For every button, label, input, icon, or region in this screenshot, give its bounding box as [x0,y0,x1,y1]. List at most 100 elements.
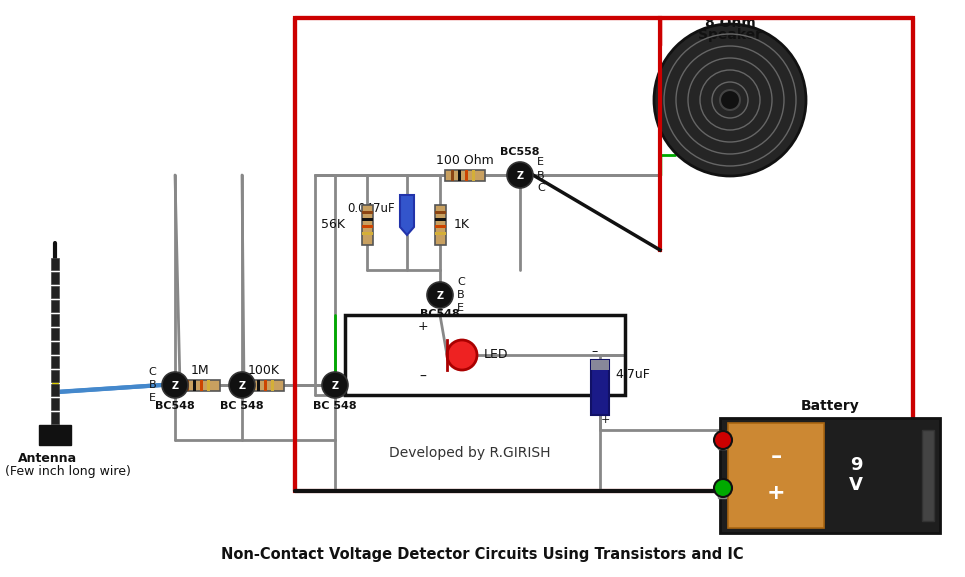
Text: Battery: Battery [801,399,860,413]
Bar [718,431,726,438]
Polygon shape [185,380,188,391]
Bar [51,342,59,354]
Text: –: – [770,447,782,467]
Text: Non-Contact Voltage Detector Circuits Using Transistors and IC: Non-Contact Voltage Detector Circuits Us… [221,548,743,563]
Text: LED: LED [484,349,509,362]
Text: 100K: 100K [248,364,280,377]
Text: B: B [149,380,156,390]
Text: BC548: BC548 [420,309,460,319]
Polygon shape [180,380,220,391]
Text: +: + [418,320,428,333]
Bar [51,384,59,396]
Polygon shape [362,211,372,213]
Text: Antenna: Antenna [18,452,77,465]
Polygon shape [270,380,273,391]
Bar [51,286,59,298]
Bar [922,430,934,521]
Text: +: + [600,415,610,425]
Polygon shape [434,205,446,245]
Polygon shape [192,380,196,391]
Polygon shape [434,218,446,220]
Polygon shape [464,170,467,181]
Bar [718,480,726,487]
Text: 100 Ohm: 100 Ohm [436,153,494,167]
Bar [345,315,625,395]
Polygon shape [244,380,284,391]
Circle shape [714,431,732,449]
Text: Z: Z [172,381,179,391]
Polygon shape [200,380,203,391]
Bar [591,360,609,370]
Bar [728,423,824,528]
Bar [51,258,59,270]
Text: 1K: 1K [454,219,470,231]
Polygon shape [257,380,260,391]
Circle shape [229,372,255,398]
Circle shape [322,372,348,398]
Text: B: B [537,171,544,181]
Polygon shape [362,218,372,220]
Bar [51,370,59,382]
Bar [51,398,59,410]
Bar [51,314,59,326]
Text: 8 Ohm: 8 Ohm [704,16,756,30]
Bar [718,442,726,449]
Text: +: + [766,483,786,503]
Text: Z: Z [331,381,339,391]
Polygon shape [263,380,266,391]
Text: BC 548: BC 548 [314,401,357,411]
Text: 4.7uF: 4.7uF [615,369,649,381]
Text: Developed by R.GIRISH: Developed by R.GIRISH [389,446,551,460]
Text: Z: Z [238,381,245,391]
Polygon shape [362,205,372,245]
Text: Speaker: Speaker [698,28,762,42]
Polygon shape [250,380,253,391]
Polygon shape [457,170,460,181]
Circle shape [507,162,533,188]
Text: 0.047uF: 0.047uF [347,203,395,215]
Text: C: C [457,277,465,287]
Bar [720,418,940,533]
Text: E: E [149,393,156,403]
Polygon shape [445,170,485,181]
Text: BC548: BC548 [155,401,195,411]
Bar [39,425,71,445]
Polygon shape [434,224,446,227]
Circle shape [654,24,806,176]
Circle shape [720,90,740,110]
Text: C: C [537,183,545,193]
Bar [51,412,59,424]
Bar [718,491,726,498]
Bar [591,360,609,415]
Text: 9
V: 9 V [849,456,863,494]
Polygon shape [434,231,446,234]
Text: –: – [420,370,427,384]
Bar [295,18,913,491]
Polygon shape [362,231,372,234]
Polygon shape [207,380,209,391]
Text: –: – [592,346,598,358]
Circle shape [427,282,453,308]
Text: C: C [149,367,156,377]
Text: B: B [457,290,464,300]
Circle shape [447,340,477,370]
Polygon shape [434,211,446,213]
Text: Z: Z [436,291,444,301]
Bar [51,328,59,340]
Polygon shape [362,224,372,227]
Polygon shape [400,195,414,235]
Circle shape [714,479,732,497]
Text: BC 548: BC 548 [220,401,263,411]
Bar [51,272,59,284]
Bar [51,300,59,312]
Circle shape [162,372,188,398]
Text: BC558: BC558 [500,147,539,157]
Text: E: E [537,157,544,167]
Polygon shape [472,170,475,181]
Bar [51,356,59,368]
Polygon shape [451,170,454,181]
Text: E: E [457,303,464,313]
Text: 56K: 56K [321,219,345,231]
Text: Z: Z [516,171,524,181]
Text: (Few inch long wire): (Few inch long wire) [5,465,131,478]
